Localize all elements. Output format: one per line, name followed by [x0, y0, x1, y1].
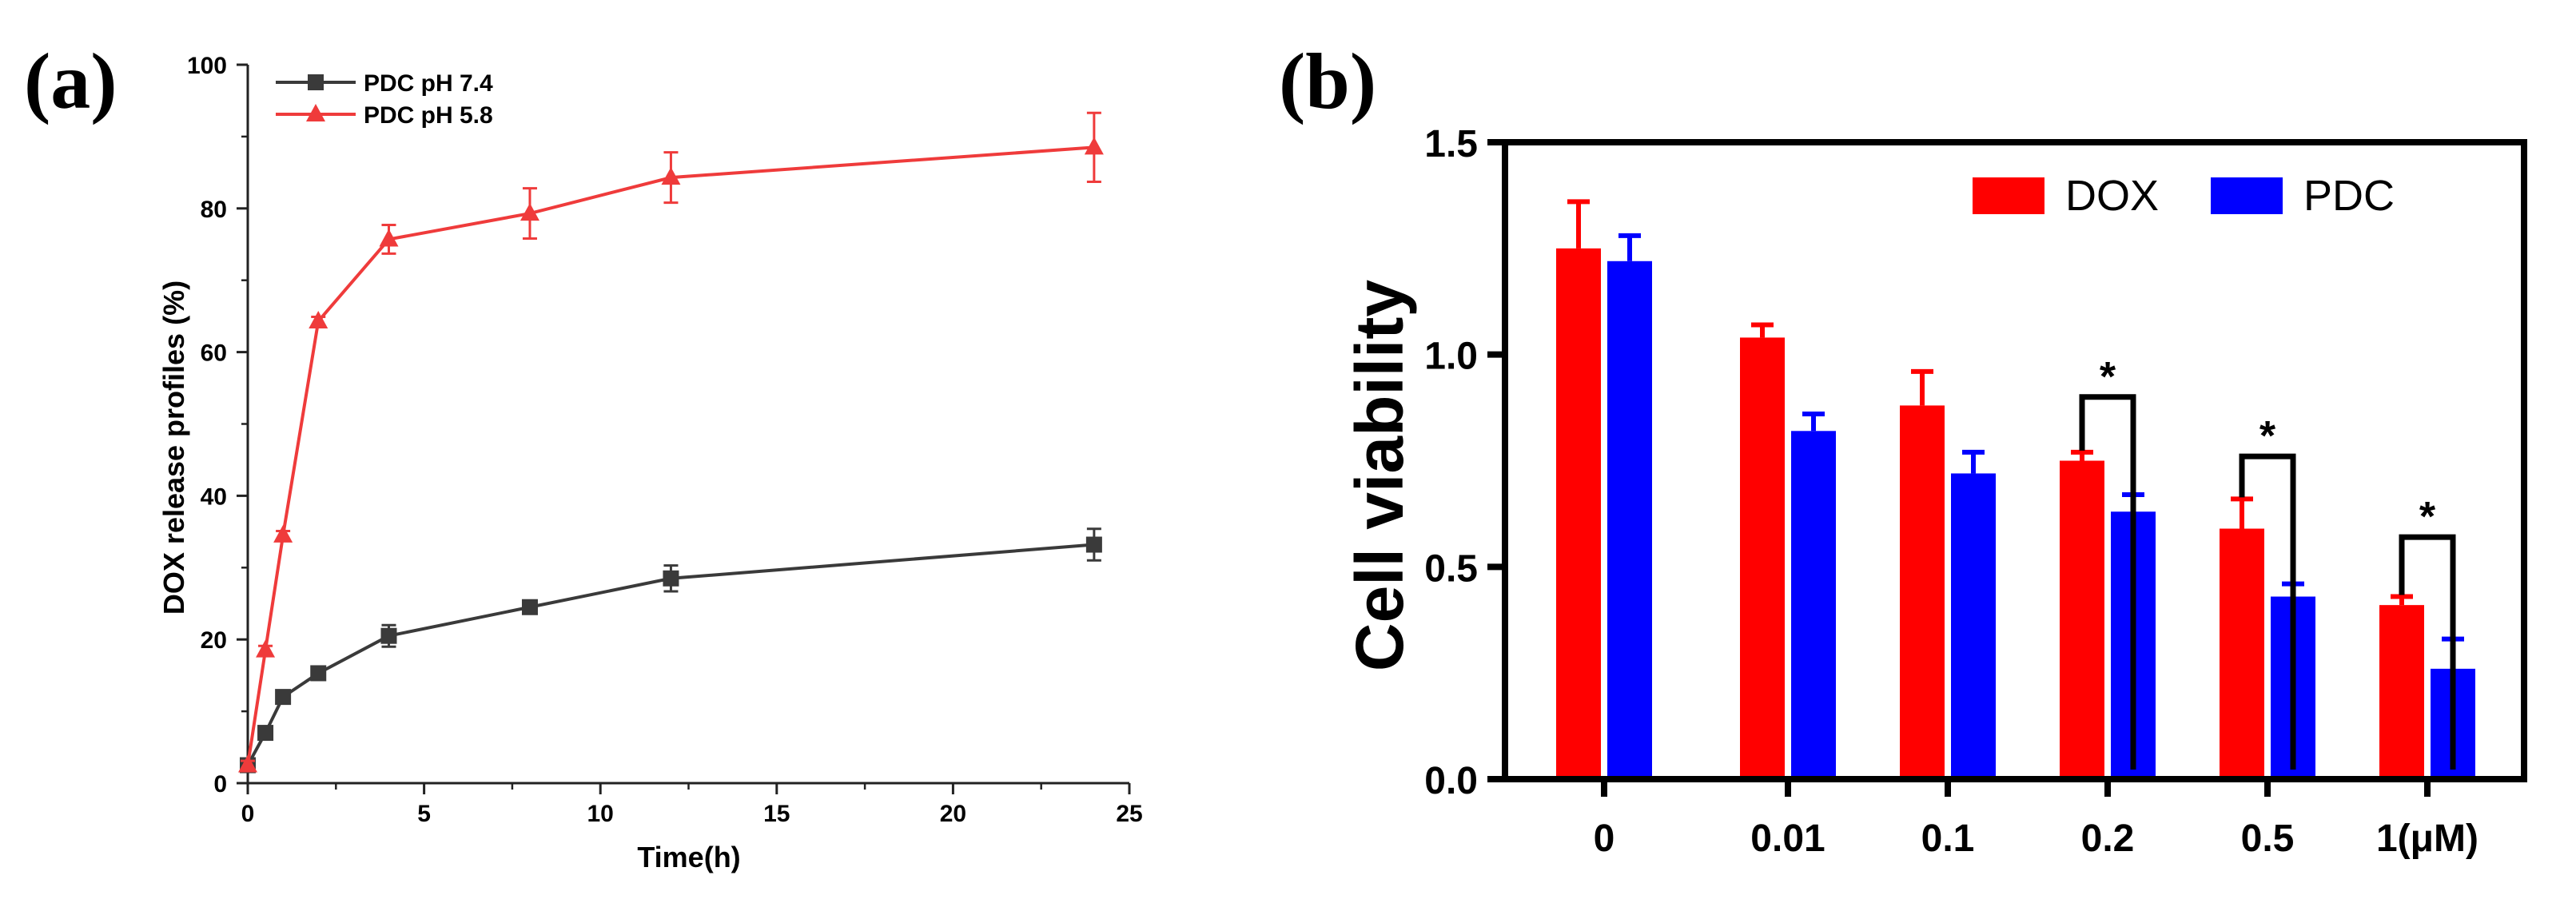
panel-a-data-point: [273, 524, 293, 543]
panel-a-legend-marker: [308, 74, 324, 90]
panel-b-y-axis-label: Cell viability: [1342, 280, 1417, 671]
panel-b-bar-dox: [1900, 405, 1945, 779]
panel-a-x-tick-label: 20: [940, 801, 966, 827]
panel-a-y-tick-label: 40: [201, 483, 227, 510]
panel-b-x-tick-label: 0.2: [2081, 818, 2135, 860]
panel-a-data-point: [238, 754, 257, 773]
panel-b-bar-pdc: [1791, 431, 1836, 779]
panel-a-data-point: [661, 167, 681, 185]
panel-b-frame: [1502, 139, 2527, 782]
panel-b-y-tick-label: 1.5: [1424, 123, 1478, 165]
panel-b-significance-bracket: [2239, 453, 2296, 770]
panel-b-x-tick-label: 0: [1594, 818, 1615, 860]
panel-b-bar-dox: [2220, 528, 2264, 779]
panel-a-series: [238, 111, 1104, 774]
panel-a-legend-label: PDC pH 7.4: [364, 70, 493, 97]
panel-a-data-point: [256, 639, 276, 658]
panel-b-bar-pdc: [1951, 473, 1996, 779]
panel-b-bar-dox: [1556, 248, 1601, 779]
panel-a-y-tick-label: 60: [201, 340, 227, 367]
panel-b-bar-pdc: [1607, 261, 1652, 780]
panel-a-legend-marker: [306, 104, 325, 121]
panel-b-legend-label: PDC: [2303, 172, 2395, 220]
panel-b-legend-swatch-pdc: [2211, 177, 2283, 214]
panel-b-y-tick-label: 0.5: [1424, 547, 1478, 590]
panel-a-data-point: [380, 627, 397, 644]
panel-a-x-tick-label: 5: [417, 801, 431, 827]
panel-a-data-point: [257, 725, 274, 742]
panel-a-axes: 0 20 40 60 80 100 0 5 10 15 20 25: [187, 53, 1143, 827]
panel-a-series-1: [240, 527, 1102, 774]
panel-b-bars: [1556, 199, 2475, 780]
panel-a-legend: PDC pH 7.4 PDC pH 5.8: [276, 70, 493, 129]
panel-a-legend-label: PDC pH 5.8: [364, 102, 493, 129]
panel-a-data-point: [521, 599, 538, 615]
panel-a-y-tick-label: 100: [187, 53, 227, 79]
panel-b-chart: (b) Cell viability 0.00.51.01.50 0.01 0.1 0…: [1279, 37, 2527, 860]
panel-a-data-point: [379, 229, 399, 247]
panel-b-bar-dox: [2060, 460, 2104, 779]
panel-b-axes: 0.0 0.5 1.0 1.5 0 0.01 0.1 0.2 0.5 1(μM): [1424, 123, 2527, 860]
panel-b-y-tick-label: 0.0: [1424, 760, 1478, 802]
panel-b-label: (b): [1279, 37, 1376, 125]
panel-a-x-tick-label: 10: [587, 801, 614, 827]
panel-b-significance-star: *: [2259, 413, 2276, 460]
panel-b-legend-label: DOX: [2065, 172, 2159, 220]
panel-a-x-tick-label: 15: [763, 801, 790, 827]
panel-a-y-tick-label: 0: [213, 771, 227, 798]
panel-b-significance-star: *: [2100, 354, 2116, 400]
panel-b-significance-bracket: [2079, 394, 2136, 770]
panel-a-y-tick-label: 80: [201, 197, 227, 223]
panel-a-x-axis-label: Time(h): [637, 841, 740, 873]
panel-a-label: (a): [24, 37, 117, 125]
panel-a-series-line: [246, 145, 1095, 766]
panel-a-x-tick-label: 25: [1116, 801, 1142, 827]
panel-b-significance-star: *: [2419, 494, 2436, 540]
panel-b-x-tick-label: 0.5: [2241, 818, 2295, 860]
panel-a-data-point: [520, 203, 539, 221]
panel-b-x-tick-label: 0.1: [1921, 818, 1975, 860]
panel-a-data-point: [663, 570, 679, 587]
panel-b-legend-swatch-dox: [1973, 177, 2044, 214]
panel-b-bar-dox: [2379, 605, 2424, 779]
panel-b-significance-bracket: [2399, 534, 2456, 770]
panel-a-data-point: [310, 665, 327, 682]
panel-a-series-2: [238, 111, 1104, 773]
panel-b-x-tick-label: 0.01: [1750, 818, 1825, 860]
panel-b-y-tick-label: 1.0: [1424, 336, 1478, 378]
panel-a-data-point: [1084, 137, 1104, 155]
panel-a-data-point: [309, 310, 328, 328]
panel-a-data-point: [1085, 536, 1102, 553]
panel-b-legend: DOX PDC: [1973, 172, 2395, 220]
panel-b-bar-dox: [1740, 337, 1785, 779]
panel-a-data-point: [275, 689, 292, 706]
panel-a-x-tick-label: 0: [241, 801, 255, 827]
panel-b-x-tick-label: 1(μM): [2376, 818, 2478, 860]
panel-a-y-tick-label: 20: [201, 627, 227, 654]
panel-a-y-axis-label: DOX release profiles (%): [157, 280, 190, 615]
panel-b-significance: * * *: [2079, 354, 2456, 770]
panel-a-chart: (a) DOX release profiles (%) Time(h) 0 20…: [24, 37, 1143, 873]
